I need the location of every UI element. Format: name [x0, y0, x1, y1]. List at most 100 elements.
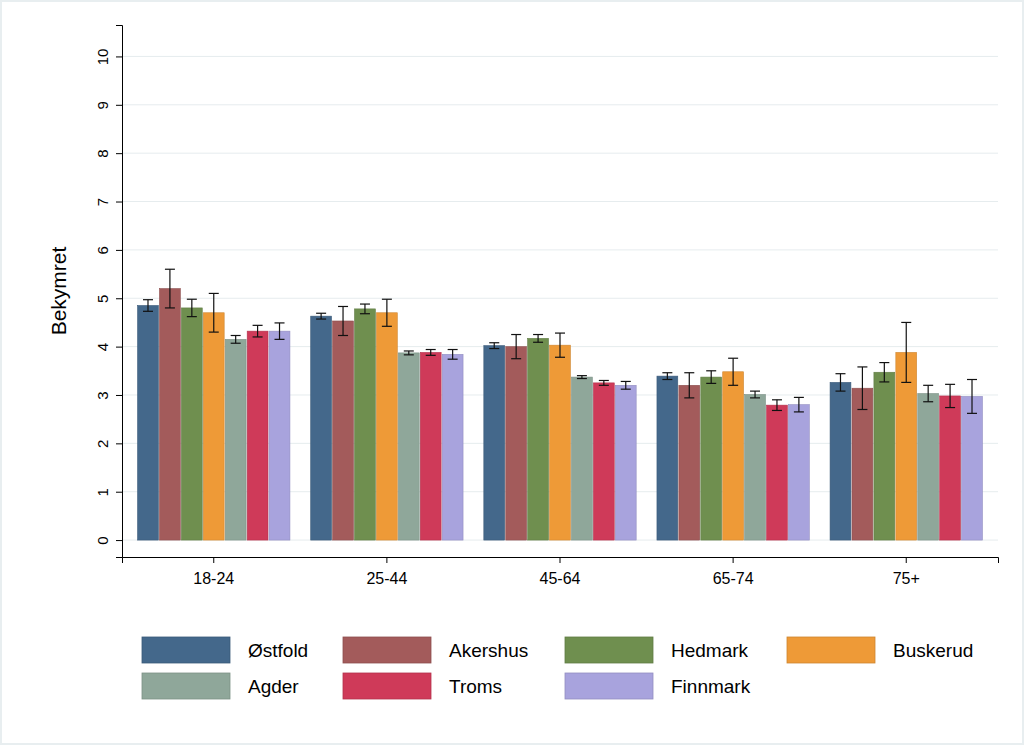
error-bar [382, 299, 392, 326]
legend-label: Buskerud [893, 640, 973, 661]
grid-line [122, 56, 998, 57]
error-bar [165, 269, 175, 308]
error-bar [857, 367, 867, 410]
bar [940, 396, 961, 540]
chart: 01234567891018-2425-4445-6465-7475+Bekym… [0, 0, 1024, 745]
y-tick-label: 6 [94, 246, 111, 254]
y-tick-mark [116, 105, 122, 106]
error-bar [577, 376, 587, 379]
error-bar [187, 299, 197, 316]
bar [528, 338, 549, 540]
x-axis: 18-2425-4445-6465-7475+ [123, 557, 999, 587]
error-bar-line [857, 409, 867, 410]
error-bar [275, 323, 285, 339]
error-bar-line [949, 384, 950, 407]
error-bar-line [533, 342, 543, 343]
error-bar-line [143, 311, 153, 312]
plot-area [138, 269, 983, 540]
error-bar-line [625, 381, 626, 389]
error-bar-line [599, 380, 609, 381]
y-tick: 10 [94, 49, 122, 66]
error-bar-line [689, 373, 690, 398]
legend-item: Buskerud [787, 637, 973, 663]
error-bar-line [776, 400, 777, 411]
bar [355, 309, 376, 540]
error-bar [426, 350, 436, 356]
error-bar-line [923, 401, 933, 402]
error-bar-line [901, 322, 911, 323]
bar [962, 396, 983, 540]
error-bar-line [257, 325, 258, 337]
error-bar-line [706, 383, 716, 384]
bar [160, 289, 181, 540]
error-bar-line [662, 372, 672, 373]
x-tick: 18-24 [193, 557, 234, 587]
legend-item: Agder [142, 673, 299, 699]
y-axis-title: Bekymret [47, 246, 70, 335]
bar [333, 321, 354, 540]
legend: ØstfoldAkershusHedmarkBuskerudAgderTroms… [142, 637, 973, 699]
error-bar-line [452, 350, 453, 360]
error-bar-line [191, 299, 192, 316]
series [160, 269, 873, 540]
error-bar-line [489, 348, 499, 349]
error-bar [489, 343, 499, 349]
y-tick-label: 5 [94, 295, 111, 303]
error-bar [945, 384, 955, 407]
error-bar-line [169, 269, 170, 308]
error-bar-line [733, 358, 734, 385]
x-tick-mark [213, 557, 214, 563]
x-tick-label: 18-24 [193, 570, 234, 587]
error-bar [533, 335, 543, 343]
x-tick: 75+ [893, 557, 920, 587]
error-bar-line [338, 335, 348, 336]
legend-label: Troms [449, 676, 502, 697]
error-bar-line [577, 378, 587, 379]
error-bar-line [684, 372, 694, 373]
error-bar-line [559, 333, 560, 357]
grid-line [122, 249, 998, 250]
series [181, 299, 894, 540]
legend-item: Finnmark [565, 673, 751, 699]
error-bar [728, 358, 738, 385]
legend-swatch [142, 637, 230, 663]
y-tick-label: 8 [94, 149, 111, 157]
y-tick: 0 [94, 536, 122, 544]
y-tick-mark [116, 56, 122, 57]
error-bar-line [165, 307, 175, 308]
bar [593, 383, 614, 540]
bar [788, 405, 809, 540]
legend-swatch [787, 637, 875, 663]
y-tick-mark [116, 443, 122, 444]
error-bar [621, 381, 631, 389]
error-bar-line [684, 397, 694, 398]
background [1, 1, 1024, 745]
legend-item: Østfold [142, 637, 308, 663]
bar [767, 405, 788, 540]
grid-line [122, 104, 998, 105]
x-tick-label: 25-44 [366, 570, 407, 587]
y-tick-mark [116, 492, 122, 493]
x-tick: 45-64 [540, 557, 581, 587]
y-tick: 5 [94, 295, 122, 303]
error-bar-line [706, 370, 716, 371]
legend-swatch [565, 673, 653, 699]
error-bar-line [143, 299, 153, 300]
bar [138, 306, 159, 541]
error-bar-line [511, 334, 521, 335]
grid-line [122, 153, 998, 154]
error-bar-line [275, 322, 285, 323]
error-bar-line [750, 397, 760, 398]
error-bar-line [835, 391, 845, 392]
y-tick-mark [116, 153, 122, 154]
grid-line [122, 298, 998, 299]
error-bar [209, 293, 219, 332]
error-bar-line [555, 332, 565, 333]
x-tick-mark [386, 557, 387, 563]
error-bar [143, 300, 153, 312]
error-bar-line [884, 363, 885, 382]
error-bar-line [945, 407, 955, 408]
legend-item: Hedmark [565, 637, 749, 663]
error-bar [750, 391, 760, 398]
error-bar-line [971, 380, 972, 414]
